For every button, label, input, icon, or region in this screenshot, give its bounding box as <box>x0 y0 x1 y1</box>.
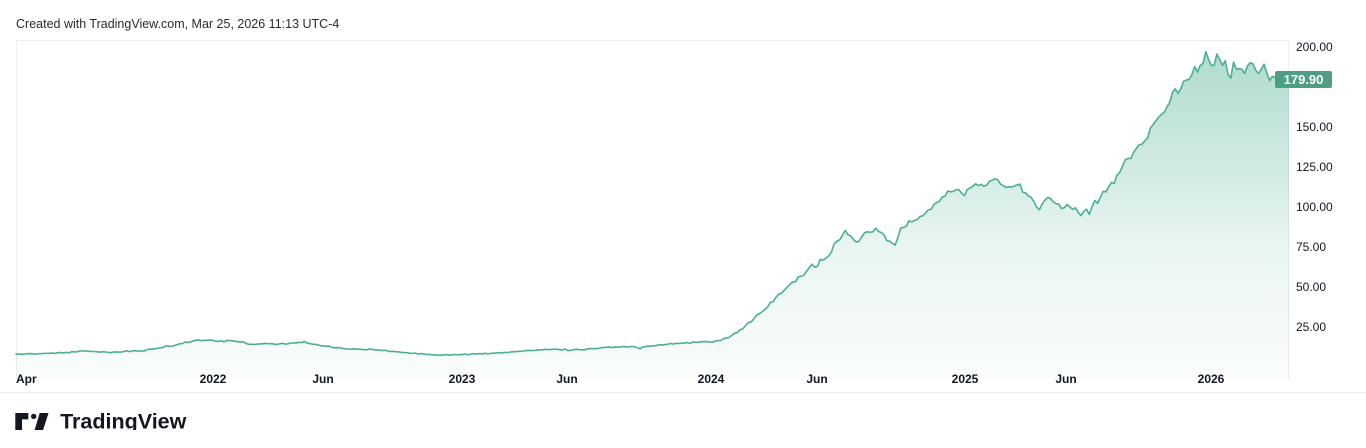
svg-text:TradingView: TradingView <box>60 413 187 430</box>
